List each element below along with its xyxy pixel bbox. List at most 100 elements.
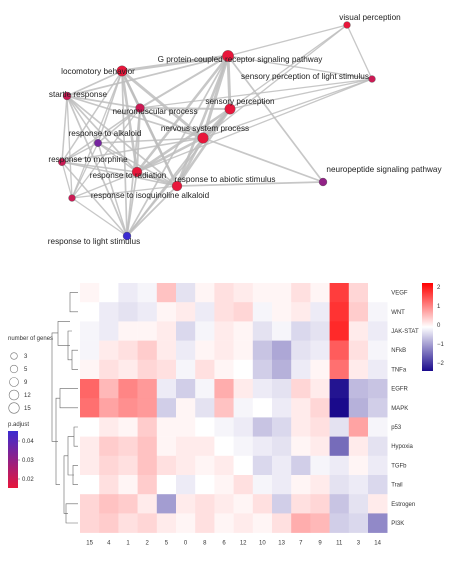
- heatmap-cell: [80, 283, 100, 303]
- heatmap-cell: [137, 340, 158, 361]
- heatmap-cell: [118, 455, 138, 476]
- heatmap-cell: [252, 417, 273, 437]
- size-legend-circle: [9, 364, 19, 374]
- heatmap-cell: [233, 359, 254, 380]
- heatmap-cell: [272, 340, 292, 361]
- heatmap-cell: [368, 283, 388, 303]
- heatmap-cell: [310, 475, 330, 495]
- heatmap-cell: [80, 475, 100, 495]
- heatmap-cell: [195, 417, 215, 437]
- network-edge: [136, 170, 178, 188]
- pvalue-legend: p.adjust 0.04 0.03 0.02: [8, 422, 34, 488]
- heatmap-cell: [233, 494, 254, 514]
- heatmap-cell: [252, 513, 273, 533]
- heatmap-cell: [137, 494, 158, 514]
- heatmap-cell: [272, 513, 292, 533]
- heatmap-cell: [99, 513, 119, 533]
- heatmap-legend-tick: 1: [437, 304, 441, 310]
- heatmap-row-label: WNT: [391, 310, 405, 316]
- heatmap-cell: [195, 513, 215, 533]
- heatmap-cell: [329, 321, 350, 341]
- heatmap-col-label: 2: [146, 541, 150, 547]
- network-edges: [61, 24, 373, 237]
- heatmap-cell: [137, 417, 158, 437]
- network-edge: [66, 95, 178, 187]
- heatmap-cell: [99, 436, 119, 457]
- heatmap-col-label: 6: [222, 541, 226, 547]
- heatmap-cell: [195, 475, 215, 495]
- heatmap-cell: [214, 494, 234, 514]
- network-node-light-stim: [122, 231, 132, 241]
- dendrogram-branch: [51, 332, 58, 442]
- heatmap-col-label: 11: [336, 541, 343, 547]
- heatmap-cell: [118, 398, 138, 418]
- heatmap-col-label: 0: [184, 541, 188, 547]
- heatmap-cell: [329, 379, 350, 399]
- heatmap-cell: [348, 455, 369, 476]
- heatmap-cell: [195, 379, 215, 399]
- heatmap-cell: [329, 417, 350, 437]
- heatmap-cell: [348, 302, 369, 322]
- network-node-startle: [62, 91, 72, 101]
- network-node-sensory-light: [368, 75, 376, 83]
- heatmap-cell: [368, 417, 388, 437]
- network-edge: [121, 70, 128, 237]
- heatmap-cell: [156, 513, 177, 533]
- heatmap-col-label: 13: [278, 541, 285, 547]
- heatmap-row-label: Estrogen: [391, 502, 415, 508]
- heatmap-cell: [348, 475, 369, 495]
- heatmap-cell: [80, 455, 100, 476]
- size-legend-circle: [10, 352, 18, 360]
- heatmap-cell: [176, 379, 196, 399]
- network-edge: [226, 55, 232, 110]
- heatmap-cell: [348, 417, 369, 437]
- heatmap-cell: [272, 283, 292, 303]
- size-legend-label: 3: [24, 354, 28, 360]
- network-node-label-neuropeptide: neuropeptide signaling pathway: [326, 165, 442, 174]
- size-legend: number of genes 3 5 9 12 15: [8, 336, 53, 414]
- heatmap-cell: [233, 513, 254, 533]
- heatmap-cell: [99, 340, 119, 361]
- pvalue-tick-label: 0.02: [22, 477, 34, 483]
- heatmap-cell: [348, 359, 369, 380]
- heatmap-cell: [137, 398, 158, 418]
- pvalue-legend-title: p.adjust: [8, 422, 29, 428]
- size-legend-label: 15: [24, 406, 31, 412]
- heatmap-cell: [310, 436, 330, 457]
- heatmap-cell: [368, 455, 388, 476]
- heatmap-cell: [99, 379, 119, 399]
- heatmap-cell: [348, 283, 369, 303]
- network-edge: [126, 185, 178, 237]
- heatmap-cell: [252, 321, 273, 341]
- heatmap-row-label: MAPK: [391, 406, 408, 412]
- heatmap-row-label: Trail: [391, 483, 402, 489]
- heatmap-cell: [291, 321, 311, 341]
- network-edge: [227, 55, 324, 183]
- network-edge: [176, 181, 324, 187]
- heatmap-cell: [156, 283, 177, 303]
- heatmap-cell: [118, 417, 138, 437]
- heatmap-cell: [272, 494, 292, 514]
- network-node-gpcr: [222, 50, 234, 62]
- heatmap-cell: [252, 302, 273, 322]
- heatmap-col-label: 7: [299, 541, 303, 547]
- heatmap-cell: [310, 359, 330, 380]
- network-node-nervous: [197, 132, 209, 144]
- network-edge: [136, 78, 373, 173]
- heatmap-cell: [176, 321, 196, 341]
- heatmap-cell: [329, 398, 350, 418]
- heatmap-col-label: 1: [126, 541, 130, 547]
- network-edge: [126, 171, 138, 237]
- network-edge: [66, 95, 141, 109]
- heatmap-cell: [272, 321, 292, 341]
- size-legend-circle: [8, 402, 20, 414]
- heatmap-cell: [214, 417, 234, 437]
- heatmap-cell: [233, 398, 254, 418]
- heatmap-cell: [310, 321, 330, 341]
- heatmap-cell: [137, 283, 158, 303]
- heatmap-cell: [233, 436, 254, 457]
- size-legend-label: 12: [24, 393, 31, 399]
- network-edge: [229, 24, 348, 110]
- network-edge: [121, 54, 229, 73]
- network-edge: [61, 161, 138, 173]
